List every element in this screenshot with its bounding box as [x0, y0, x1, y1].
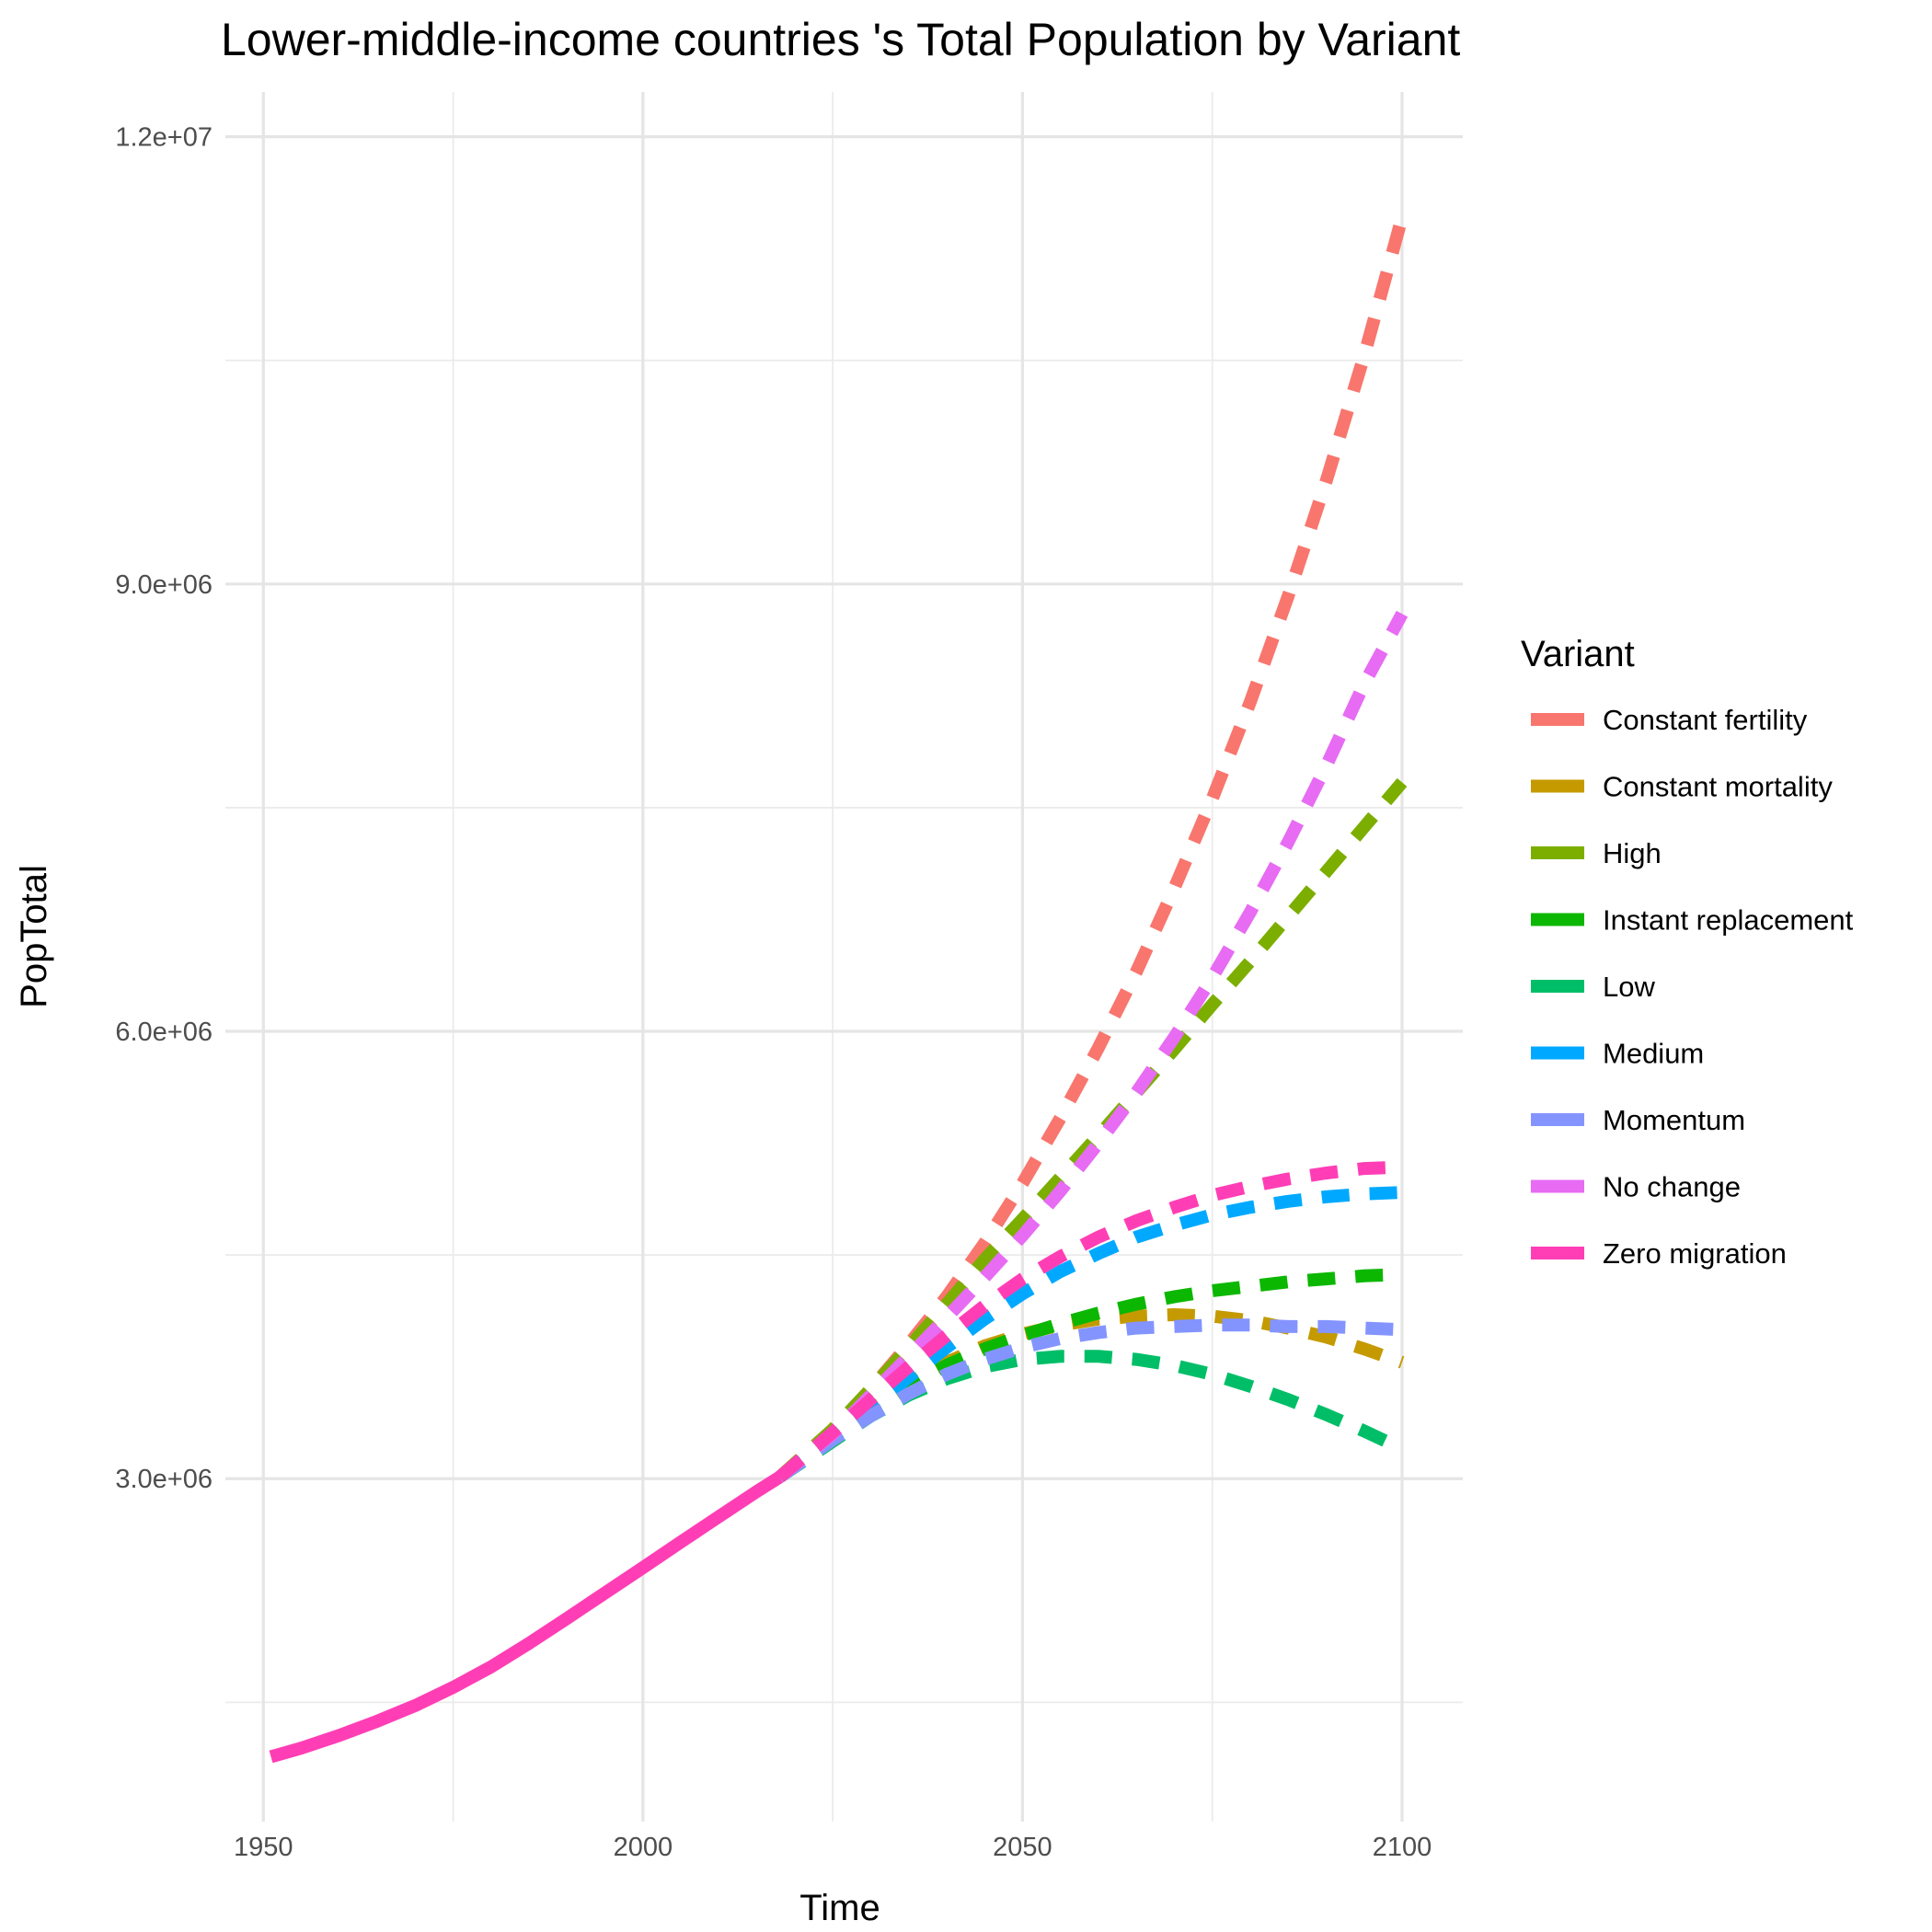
- x-axis-ticks: 1950 2000 2050 2100: [234, 1833, 1432, 1862]
- x-tick-label: 2050: [993, 1833, 1052, 1862]
- series-line-instant-replacement: [776, 1268, 1403, 1483]
- series-line-high: [775, 777, 1408, 1482]
- series-line-momentum: [776, 1318, 1403, 1483]
- legend-label: Constant mortality: [1603, 771, 1833, 803]
- x-tick-label: 2000: [614, 1833, 673, 1862]
- legend-label: Medium: [1603, 1038, 1704, 1070]
- chart-title: Lower-middle-income countries 's Total P…: [221, 14, 1460, 65]
- x-tick-label: 1950: [234, 1833, 293, 1862]
- historical-line: [269, 1471, 784, 1764]
- x-axis-title: Time: [799, 1888, 880, 1928]
- legend: Variant Constant fertility Constant morta…: [1521, 634, 1854, 1270]
- series-line-constant-fertility: [775, 215, 1409, 1482]
- legend-label: Constant fertility: [1603, 704, 1808, 736]
- series-line-medium: [776, 1186, 1403, 1483]
- grid: [225, 92, 1463, 1822]
- y-tick-label: 1.2e+07: [115, 123, 213, 153]
- series-lines: [269, 215, 1409, 1764]
- legend-label: Low: [1603, 971, 1655, 1003]
- series-line-low: [776, 1350, 1405, 1483]
- y-tick-label: 3.0e+06: [115, 1465, 213, 1494]
- legend-label: No change: [1603, 1171, 1741, 1203]
- legend-title: Variant: [1521, 634, 1635, 674]
- series-line-no-change: [775, 610, 1409, 1483]
- legend-label: High: [1603, 837, 1662, 869]
- series-line-zero-migration: [775, 1160, 1403, 1482]
- legend-label: Zero migration: [1603, 1237, 1787, 1270]
- legend-label: Instant replacement: [1603, 904, 1854, 937]
- y-axis-title: PopTotal: [14, 865, 54, 1008]
- x-tick-label: 2100: [1373, 1833, 1432, 1862]
- legend-label: Momentum: [1603, 1104, 1745, 1136]
- y-axis-ticks: 3.0e+06 6.0e+06 9.0e+06 1.2e+07: [115, 123, 213, 1495]
- y-tick-label: 9.0e+06: [115, 570, 213, 600]
- y-tick-label: 6.0e+06: [115, 1018, 213, 1047]
